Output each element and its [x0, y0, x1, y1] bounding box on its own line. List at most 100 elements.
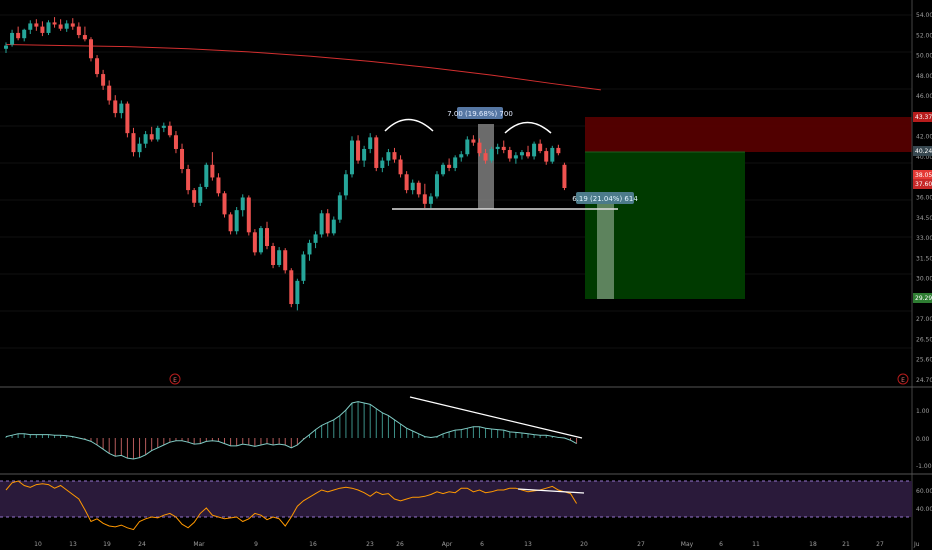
measure-label-1: 7.00 (19.68%) 700	[447, 110, 513, 118]
price-tick-label: 25.60	[916, 357, 932, 364]
macd-pane	[5, 401, 578, 460]
candle	[441, 162, 446, 177]
candle	[95, 55, 100, 78]
candle	[356, 135, 361, 164]
candle	[210, 152, 215, 181]
candle	[289, 268, 294, 308]
price-tick-label: 52.00	[916, 32, 932, 39]
price-tick-label: 46.00	[916, 93, 932, 100]
earnings-marker-label: E	[173, 377, 177, 384]
candle	[319, 210, 324, 238]
candle	[331, 216, 336, 236]
shoulder-arc-left[interactable]	[384, 118, 434, 132]
earnings-marker-label: E	[901, 377, 905, 384]
candle	[271, 242, 276, 269]
time-tick-label: Apr	[442, 541, 453, 548]
price-tick-label: 50.00	[916, 53, 932, 60]
candle	[343, 170, 348, 200]
price-tick-label: 33.00	[916, 235, 932, 242]
price-tag-label: 40.24	[915, 148, 932, 155]
candle	[113, 95, 118, 118]
candle	[149, 126, 154, 142]
price-tick-label: 30.00	[916, 276, 932, 283]
time-tick-label: 24	[138, 541, 146, 548]
candle	[459, 151, 464, 162]
candle	[398, 155, 403, 178]
candle	[538, 139, 543, 154]
candle	[216, 173, 221, 197]
candle	[204, 162, 209, 190]
candle	[277, 247, 282, 268]
price-labels: 43.37 40.24 38.05 37.60 29.29	[913, 112, 932, 303]
time-tick-label: May	[681, 541, 694, 548]
candle	[258, 225, 263, 255]
candle	[434, 171, 439, 199]
time-axis[interactable]: 10 13 19 24 Mar 9 16 23 26 Apr 6 13 20 27 May 6 11 18 21 27…	[34, 541, 920, 548]
rsi-tick-label: 60.00	[916, 488, 932, 495]
candle	[477, 138, 482, 157]
time-tick-label: 13	[524, 541, 532, 548]
candle	[519, 150, 524, 160]
macd-tick-label: 0.00	[916, 436, 930, 443]
time-tick-label: 10	[34, 541, 42, 548]
candle	[313, 231, 318, 249]
earnings-marker[interactable]	[897, 373, 909, 385]
price-tag-label: 29.29	[915, 295, 932, 302]
price-tick-label: 27.00	[916, 316, 932, 323]
time-tick-label: 9	[254, 541, 258, 548]
candle	[131, 127, 136, 157]
earnings-marker[interactable]	[169, 373, 181, 385]
rsi-axis: 60.00 40.00	[916, 488, 932, 513]
time-tick-label: 21	[842, 541, 850, 548]
candle	[252, 229, 257, 256]
candle	[410, 179, 415, 195]
candle	[192, 188, 197, 207]
stop-loss-zone[interactable]	[585, 117, 912, 152]
candle	[40, 21, 45, 37]
candle	[526, 145, 531, 159]
candle	[143, 131, 148, 148]
candle	[513, 152, 518, 164]
rsi-line	[5, 480, 578, 531]
candle	[198, 183, 203, 206]
candle	[28, 20, 33, 34]
candle	[180, 143, 185, 174]
price-axis[interactable]: 54.0052.0050.0048.0046.0044.0042.0040.00…	[916, 12, 932, 384]
macd-axis: 1.00 0.00 -1.00	[916, 408, 932, 470]
candle	[380, 157, 385, 173]
candle	[22, 28, 27, 42]
candle	[82, 26, 87, 42]
price-tag-label: 37.60	[915, 181, 932, 188]
candle	[550, 145, 555, 164]
candle	[465, 136, 470, 157]
candle	[228, 212, 233, 235]
candle	[246, 195, 251, 236]
rsi-tick-label: 40.00	[916, 506, 932, 513]
measure-bar-1[interactable]	[478, 124, 494, 209]
macd-divergence-line[interactable]	[409, 396, 583, 439]
price-tag	[913, 293, 932, 303]
price-tag	[913, 179, 932, 189]
price-tag-label: 43.37	[915, 114, 932, 121]
candle	[386, 148, 391, 166]
candle	[64, 20, 69, 32]
candle	[161, 122, 166, 133]
time-tick-label: 23	[366, 541, 374, 548]
price-tag	[913, 170, 932, 180]
rsi-divergence-line[interactable]	[517, 488, 585, 494]
candle	[532, 141, 537, 160]
rsi-band	[0, 481, 912, 517]
price-tick-label: 48.00	[916, 73, 932, 80]
candle	[362, 145, 367, 167]
measure-bar-2[interactable]	[597, 204, 614, 299]
candle	[186, 164, 191, 195]
candle	[428, 193, 433, 209]
price-tag	[913, 112, 932, 122]
time-tick-label: 20	[580, 541, 588, 548]
time-tick-label: 27	[637, 541, 645, 548]
candle	[489, 146, 494, 163]
price-tick-label: 26.50	[916, 336, 932, 343]
shoulder-arc-right[interactable]	[504, 121, 552, 134]
